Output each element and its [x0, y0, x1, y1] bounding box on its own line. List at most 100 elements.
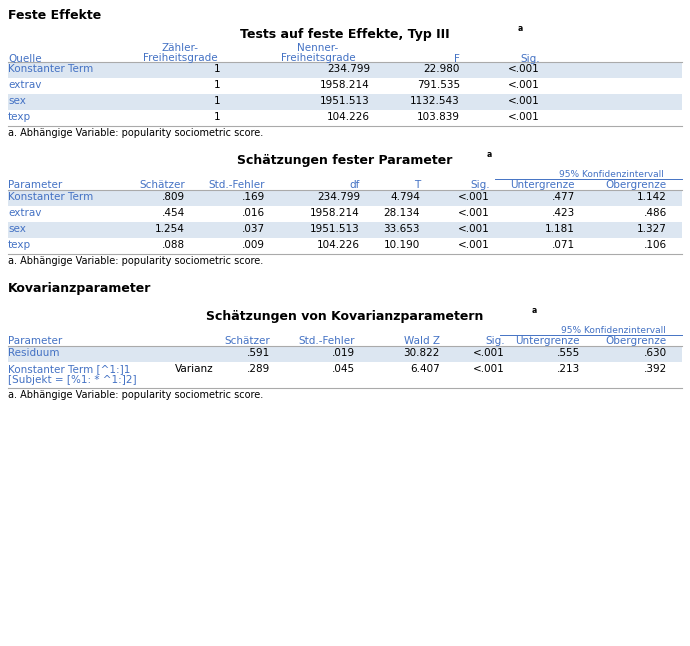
Text: 1951.513: 1951.513	[310, 224, 360, 234]
Text: a. Abhängige Variable: popularity sociometric score.: a. Abhängige Variable: popularity sociom…	[8, 390, 264, 400]
Text: .088: .088	[162, 240, 185, 250]
Text: Schätzer: Schätzer	[224, 336, 270, 346]
Text: <.001: <.001	[509, 64, 540, 74]
Text: 6.407: 6.407	[411, 364, 440, 374]
Text: 4.794: 4.794	[390, 192, 420, 202]
Text: .809: .809	[162, 192, 185, 202]
Text: 234.799: 234.799	[317, 192, 360, 202]
Text: Sig.: Sig.	[471, 180, 490, 190]
Text: 1951.513: 1951.513	[320, 96, 370, 106]
Text: 1: 1	[213, 80, 220, 90]
Text: <.001: <.001	[509, 96, 540, 106]
Text: .486: .486	[644, 208, 667, 218]
Text: .169: .169	[241, 192, 265, 202]
Text: 22.980: 22.980	[424, 64, 460, 74]
Text: <.001: <.001	[509, 112, 540, 122]
Text: sex: sex	[8, 96, 26, 106]
Text: 1.181: 1.181	[545, 224, 575, 234]
Text: [Subjekt = [%1: * ^1:]2]: [Subjekt = [%1: * ^1:]2]	[8, 375, 137, 385]
Bar	[8, 238, 682, 254]
Text: Tests auf feste Effekte, Typ III: Tests auf feste Effekte, Typ III	[240, 28, 450, 41]
Text: sex: sex	[8, 224, 26, 234]
Text: Obergrenze: Obergrenze	[606, 336, 667, 346]
Text: 1132.543: 1132.543	[411, 96, 460, 106]
Text: 234.799: 234.799	[327, 64, 370, 74]
Text: <.001: <.001	[509, 80, 540, 90]
Text: Konstanter Term [^1:]1: Konstanter Term [^1:]1	[8, 364, 130, 374]
Text: Schätzungen von Kovarianzparametern: Schätzungen von Kovarianzparametern	[206, 310, 484, 323]
Text: Freiheitsgrade: Freiheitsgrade	[281, 53, 355, 63]
Text: .477: .477	[552, 192, 575, 202]
Text: <.001: <.001	[458, 208, 490, 218]
Bar	[8, 222, 682, 238]
Bar	[8, 110, 682, 126]
Text: 1: 1	[213, 64, 220, 74]
Text: Nenner-: Nenner-	[297, 43, 339, 53]
Text: 95% Konfidenzintervall: 95% Konfidenzintervall	[559, 170, 664, 179]
Text: Sig.: Sig.	[485, 336, 505, 346]
Bar	[8, 78, 682, 94]
Text: 28.134: 28.134	[384, 208, 420, 218]
Text: Konstanter Term: Konstanter Term	[8, 192, 93, 202]
Text: Std.-Fehler: Std.-Fehler	[208, 180, 265, 190]
Text: Feste Effekte: Feste Effekte	[8, 9, 101, 22]
Text: 1.327: 1.327	[637, 224, 667, 234]
Text: 104.226: 104.226	[317, 240, 360, 250]
Text: Parameter: Parameter	[8, 336, 62, 346]
Text: Residuum: Residuum	[8, 348, 59, 358]
Text: a: a	[518, 24, 523, 33]
Text: <.001: <.001	[458, 192, 490, 202]
Text: .019: .019	[332, 348, 355, 358]
Text: Konstanter Term: Konstanter Term	[8, 64, 93, 74]
Text: .289: .289	[247, 364, 270, 374]
Text: Untergrenze: Untergrenze	[511, 180, 575, 190]
Text: Schätzer: Schätzer	[139, 180, 185, 190]
Bar	[8, 94, 682, 110]
Bar	[8, 190, 682, 206]
Text: Varianz: Varianz	[175, 364, 214, 374]
Text: 1958.214: 1958.214	[310, 208, 360, 218]
Text: Schätzungen fester Parameter: Schätzungen fester Parameter	[237, 154, 453, 167]
Text: texp: texp	[8, 112, 31, 122]
Text: .423: .423	[552, 208, 575, 218]
Text: Quelle: Quelle	[8, 54, 41, 64]
Text: T: T	[414, 180, 420, 190]
Text: 30.822: 30.822	[404, 348, 440, 358]
Text: texp: texp	[8, 240, 31, 250]
Text: .037: .037	[242, 224, 265, 234]
Text: Obergrenze: Obergrenze	[606, 180, 667, 190]
Text: <.001: <.001	[473, 364, 505, 374]
Text: a: a	[532, 306, 538, 315]
Text: 10.190: 10.190	[384, 240, 420, 250]
Text: Untergrenze: Untergrenze	[515, 336, 580, 346]
Text: Freiheitsgrade: Freiheitsgrade	[143, 53, 217, 63]
Text: Wald Z: Wald Z	[404, 336, 440, 346]
Bar	[8, 62, 682, 78]
Text: F: F	[454, 54, 460, 64]
Text: .392: .392	[644, 364, 667, 374]
Text: <.001: <.001	[458, 224, 490, 234]
Text: 1: 1	[213, 112, 220, 122]
Text: a. Abhängige Variable: popularity sociometric score.: a. Abhängige Variable: popularity sociom…	[8, 128, 264, 138]
Text: 103.839: 103.839	[417, 112, 460, 122]
Text: <.001: <.001	[473, 348, 505, 358]
Text: 104.226: 104.226	[327, 112, 370, 122]
Text: .454: .454	[161, 208, 185, 218]
Text: 791.535: 791.535	[417, 80, 460, 90]
Text: a. Abhängige Variable: popularity sociometric score.: a. Abhängige Variable: popularity sociom…	[8, 256, 264, 266]
Text: Kovarianzparameter: Kovarianzparameter	[8, 282, 151, 295]
Text: .630: .630	[644, 348, 667, 358]
Text: .555: .555	[557, 348, 580, 358]
Text: 33.653: 33.653	[384, 224, 420, 234]
Text: extrav: extrav	[8, 80, 41, 90]
Text: .045: .045	[332, 364, 355, 374]
Text: 1.142: 1.142	[637, 192, 667, 202]
Text: extrav: extrav	[8, 208, 41, 218]
Text: 95% Konfidenzintervall: 95% Konfidenzintervall	[561, 326, 666, 335]
Text: .016: .016	[242, 208, 265, 218]
Text: .106: .106	[644, 240, 667, 250]
Bar	[8, 206, 682, 222]
Bar	[8, 362, 682, 388]
Text: Sig.: Sig.	[520, 54, 540, 64]
Text: Std.-Fehler: Std.-Fehler	[299, 336, 355, 346]
